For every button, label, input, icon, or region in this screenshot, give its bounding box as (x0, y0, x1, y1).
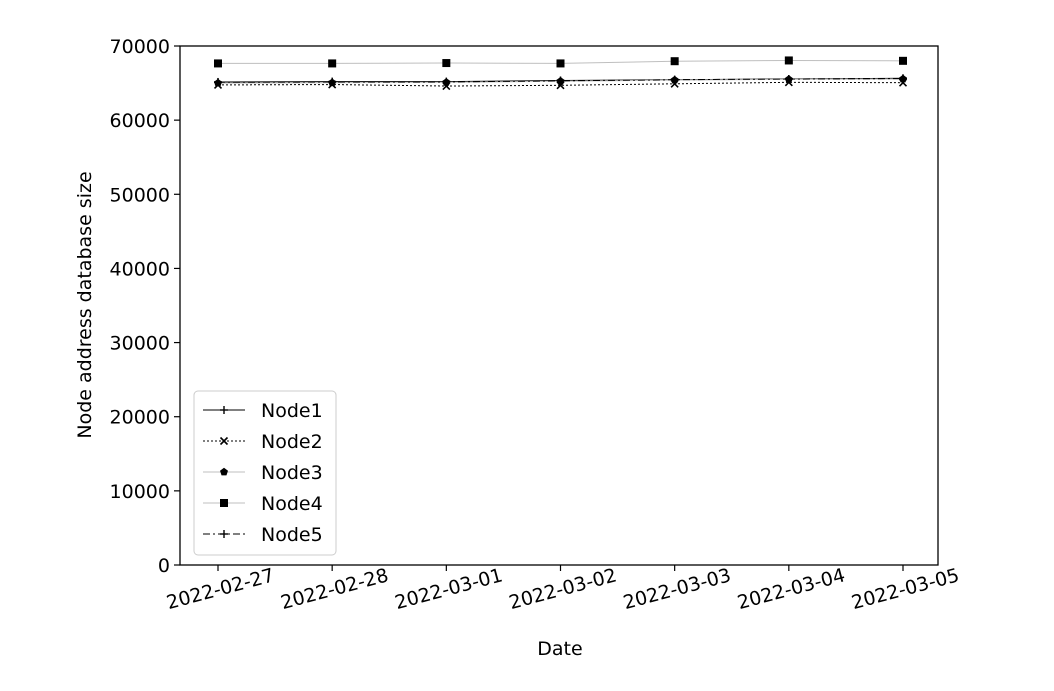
x-tick-label: 2022-02-27 (164, 564, 276, 614)
series-layer (213, 56, 908, 91)
legend-label: Node4 (261, 493, 323, 515)
legend-item: Node4 (203, 493, 323, 515)
y-axis: 0 10000 20000 30000 40000 50000 60000 70000 (110, 36, 180, 577)
y-tick-label: 70000 (110, 36, 170, 58)
y-tick-label: 10000 (110, 481, 170, 503)
plot-frame (179, 45, 939, 566)
legend-item: Node1 (203, 400, 323, 422)
legend-marker (219, 436, 229, 446)
legend-label: Node2 (261, 431, 323, 453)
data-point (670, 75, 679, 84)
data-point (670, 57, 679, 66)
y-tick-label: 0 (158, 555, 170, 577)
legend: Node1 Node2 Node3 Node4 Node5 (193, 390, 337, 556)
data-point (328, 77, 337, 86)
y-tick-label: 50000 (110, 184, 170, 206)
x-axis-label: Date (537, 638, 582, 660)
x-tick-label: 2022-03-03 (621, 564, 733, 614)
legend-marker (220, 499, 228, 507)
data-point (214, 78, 222, 87)
y-tick-label: 40000 (110, 258, 170, 280)
series-node4 (214, 56, 907, 68)
legend-label: Node5 (261, 524, 323, 546)
legend-marker (220, 406, 228, 414)
data-point (442, 77, 451, 86)
legend-item: Node2 (203, 431, 323, 453)
data-point (442, 59, 451, 68)
x-tick-label: 2022-03-04 (735, 564, 847, 614)
data-point (784, 56, 793, 65)
series-node5 (214, 74, 907, 87)
data-point (328, 59, 337, 68)
legend-label: Node1 (261, 400, 323, 422)
data-point (784, 74, 793, 83)
x-tick-label: 2022-03-05 (849, 564, 961, 614)
legend-label: Node3 (261, 462, 323, 484)
data-point (899, 56, 907, 65)
y-tick-label: 60000 (110, 110, 170, 132)
y-tick-label: 30000 (110, 333, 170, 355)
data-point (899, 74, 907, 83)
x-tick-label: 2022-03-01 (393, 564, 505, 614)
x-tick-label: 2022-03-02 (507, 564, 619, 614)
x-tick-label: 2022-02-28 (278, 564, 390, 614)
y-axis-label: Node address database size (74, 171, 96, 438)
x-axis: 2022-02-27 2022-02-28 2022-03-01 2022-03-02… (164, 564, 961, 614)
legend-item: Node5 (203, 524, 323, 546)
legend-marker (220, 467, 228, 476)
data-point (556, 76, 565, 85)
legend-frame (193, 390, 337, 556)
legend-marker (220, 530, 228, 538)
data-point (556, 59, 565, 68)
legend-item: Node3 (203, 462, 323, 484)
data-point (214, 59, 222, 68)
y-tick-label: 20000 (110, 407, 170, 429)
